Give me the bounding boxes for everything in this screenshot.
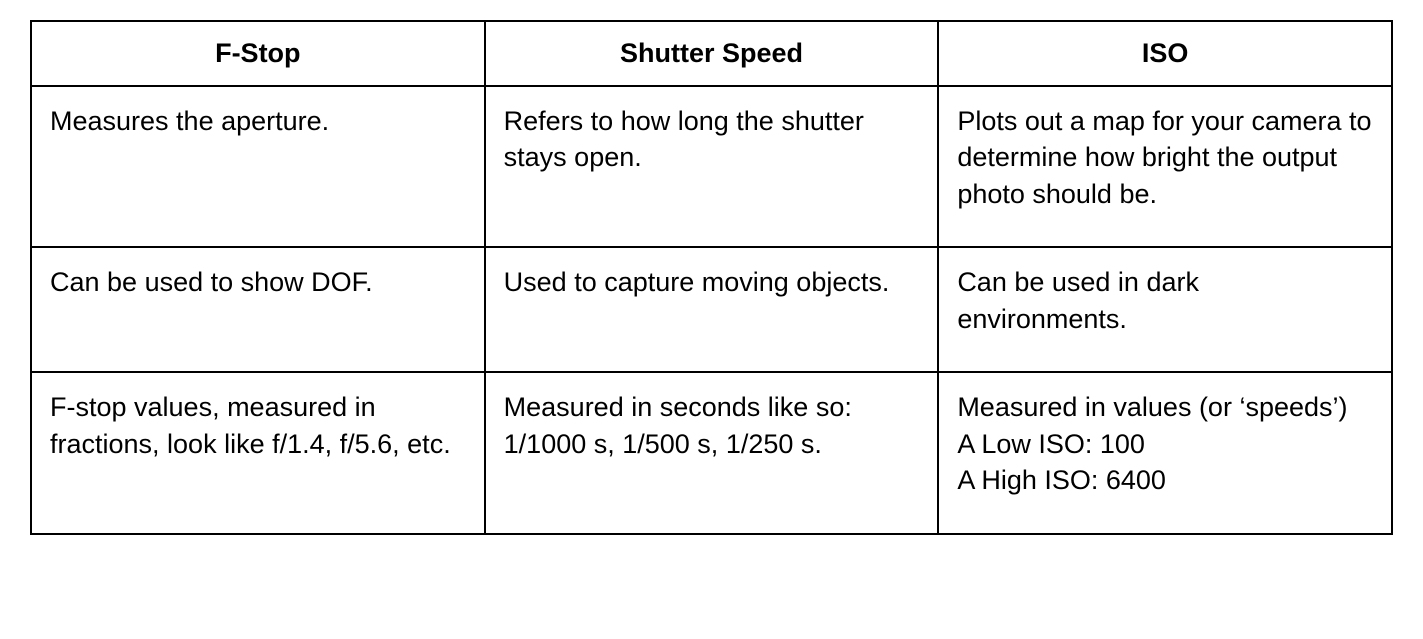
cell-fstop-values: F-stop values, measured in fractions, lo… bbox=[31, 372, 485, 533]
cell-shutter-values: Measured in seconds like so: 1/1000 s, 1… bbox=[485, 372, 939, 533]
exposure-comparison-table: F-Stop Shutter Speed ISO Measures the ap… bbox=[30, 20, 1393, 535]
cell-shutter-def: Refers to how long the shutter stays ope… bbox=[485, 86, 939, 247]
cell-shutter-use: Used to capture moving objects. bbox=[485, 247, 939, 372]
table-header-row: F-Stop Shutter Speed ISO bbox=[31, 21, 1392, 86]
cell-fstop-def: Measures the aperture. bbox=[31, 86, 485, 247]
table-row: Measures the aperture. Refers to how lon… bbox=[31, 86, 1392, 247]
col-header-shutter: Shutter Speed bbox=[485, 21, 939, 86]
table-row: Can be used to show DOF. Used to capture… bbox=[31, 247, 1392, 372]
col-header-fstop: F-Stop bbox=[31, 21, 485, 86]
cell-iso-values: Measured in values (or ‘speeds’) A Low I… bbox=[938, 372, 1392, 533]
cell-iso-use: Can be used in dark environments. bbox=[938, 247, 1392, 372]
cell-iso-def: Plots out a map for your camera to deter… bbox=[938, 86, 1392, 247]
cell-fstop-use: Can be used to show DOF. bbox=[31, 247, 485, 372]
table-row: F-stop values, measured in fractions, lo… bbox=[31, 372, 1392, 533]
col-header-iso: ISO bbox=[938, 21, 1392, 86]
